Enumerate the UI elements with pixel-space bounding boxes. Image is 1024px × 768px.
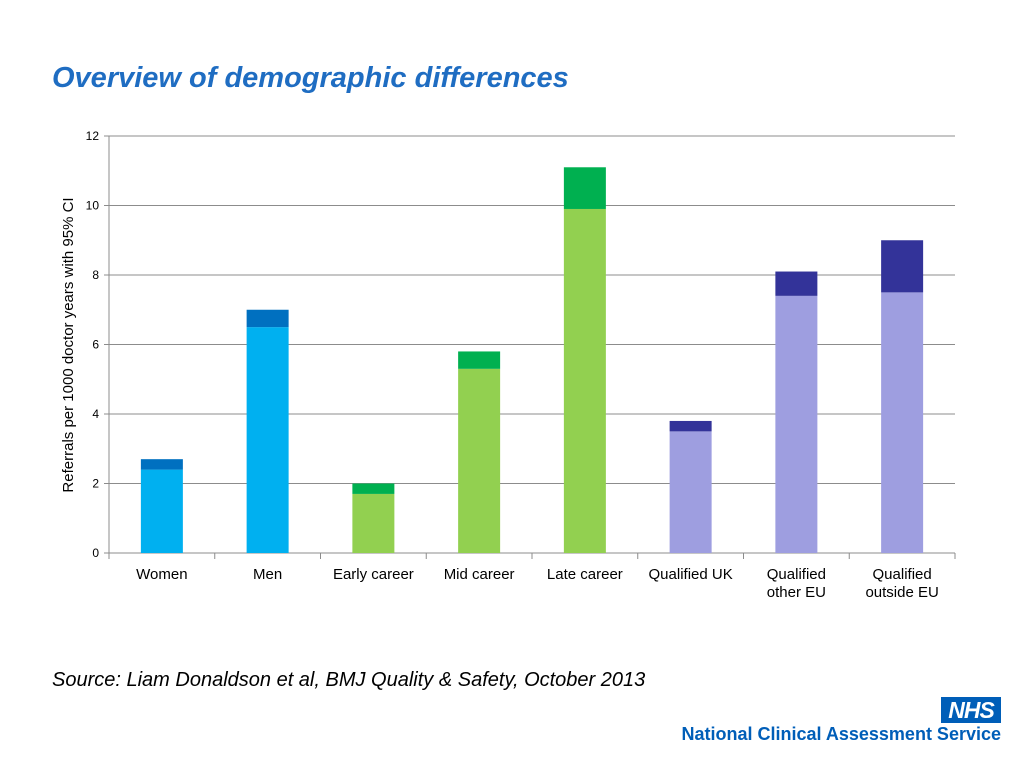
- x-axis: [108, 136, 956, 559]
- bar-value: [775, 295, 818, 553]
- y-tick-label: 8: [92, 268, 99, 282]
- source-citation: Source: Liam Donaldson et al, BMJ Qualit…: [52, 669, 646, 691]
- y-axis-title: Referrals per 1000 doctor years with 95%…: [60, 197, 77, 492]
- bar-value: [352, 493, 395, 553]
- bar-ci-segment: [246, 309, 289, 328]
- bar-ci-segment: [458, 351, 501, 369]
- organization-name: National Clinical Assessment Service: [681, 724, 1001, 744]
- bar-ci-segment: [563, 167, 606, 209]
- bar-value: [458, 368, 501, 553]
- y-axis-tick-labels: 0 2 4 6 8 10 12: [86, 129, 100, 560]
- x-category-label: Qualified UK: [649, 566, 733, 583]
- bar-ci-segment: [881, 240, 924, 293]
- bar-value: [246, 327, 289, 553]
- bar-ci-segment: [140, 459, 183, 470]
- y-tick-label: 4: [92, 407, 99, 421]
- y-tick-label: 2: [92, 477, 99, 491]
- bar-ci-segment: [775, 271, 818, 296]
- x-category-label: Qualified outside EU: [865, 566, 938, 601]
- bar-ci-segment: [352, 483, 395, 494]
- x-category-label: Mid career: [444, 566, 515, 583]
- nhs-logo: NHS: [941, 697, 1001, 723]
- bar-ci-segment: [669, 420, 712, 432]
- x-category-label: Men: [253, 566, 282, 583]
- bar-chart: 0 2 4 6 8 10 12 Women Men Early career Mid career…: [60, 129, 956, 601]
- x-category-label: Women: [136, 566, 187, 583]
- bar-value: [881, 292, 924, 553]
- bar-value: [669, 431, 712, 553]
- slide-title: Overview of demographic differences: [52, 62, 569, 94]
- y-tick-label: 10: [86, 199, 100, 213]
- bar-value: [563, 208, 606, 553]
- y-tick-label: 6: [92, 338, 99, 352]
- y-tick-label: 0: [92, 546, 99, 560]
- x-axis-category-labels: Women Men Early career Mid career Late caree…: [136, 566, 939, 601]
- x-category-label: Late career: [547, 566, 623, 583]
- bars: [140, 167, 924, 553]
- bar-value: [140, 469, 183, 553]
- x-category-label: Early career: [333, 566, 414, 583]
- gridlines: [104, 135, 955, 554]
- y-tick-label: 12: [86, 129, 100, 143]
- x-category-label: Qualified other EU: [767, 566, 826, 601]
